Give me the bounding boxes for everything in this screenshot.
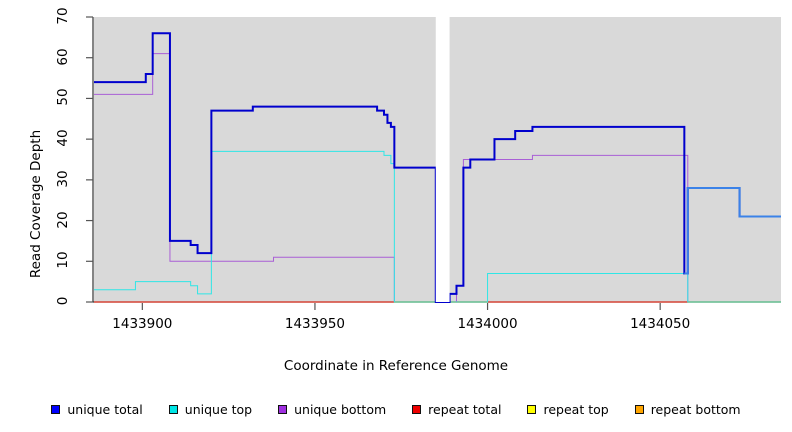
- legend-label: repeat top: [543, 401, 609, 417]
- legend-swatch-icon: [634, 404, 644, 414]
- y-tick-label: 20: [55, 210, 71, 229]
- series-unique-total: [94, 32, 781, 303]
- legend-label: unique top: [184, 401, 253, 417]
- y-tick-label: 50: [55, 88, 71, 107]
- x-axis-title: Coordinate in Reference Genome: [283, 358, 509, 374]
- legend-swatch-icon: [51, 404, 61, 414]
- legend-swatch-icon: [527, 404, 537, 414]
- legend-label: unique bottom: [294, 401, 387, 417]
- x-tick-label: 1434000: [457, 316, 518, 332]
- legend-item-repeat-total[interactable]: repeat total: [412, 402, 501, 417]
- chart-legend: unique total unique top unique bottom repea…: [0, 398, 792, 420]
- y-tick-label: 10: [55, 251, 71, 269]
- legend-item-unique-top[interactable]: unique top: [168, 401, 253, 417]
- x-tick-label: 1433900: [112, 316, 173, 332]
- legend-item-unique-bottom[interactable]: unique bottom: [278, 402, 386, 417]
- legend-item-unique-total[interactable]: unique total: [51, 401, 143, 417]
- legend-label: repeat total: [428, 401, 502, 417]
- series-unique-total-tail: [684, 187, 781, 275]
- legend-label: repeat bottom: [650, 401, 741, 417]
- y-tick-label: 40: [55, 129, 71, 147]
- y-tick-label: 0: [55, 296, 71, 306]
- x-tick-label: 1433950: [284, 316, 345, 332]
- legend-item-repeat-top[interactable]: repeat top: [527, 401, 609, 417]
- y-tick-label: 60: [55, 48, 71, 66]
- coverage-data-gap: [435, 17, 450, 302]
- series-unique-top: [94, 150, 781, 303]
- legend-swatch-icon: [278, 404, 288, 414]
- legend-swatch-icon: [168, 404, 178, 414]
- legend-label: unique total: [67, 401, 143, 417]
- x-tick-label: 1434050: [630, 316, 691, 332]
- legend-item-repeat-bottom[interactable]: repeat bottom: [634, 401, 741, 417]
- legend-swatch-icon: [412, 404, 422, 414]
- y-tick-label: 30: [55, 170, 71, 188]
- y-tick-label: 70: [55, 7, 71, 25]
